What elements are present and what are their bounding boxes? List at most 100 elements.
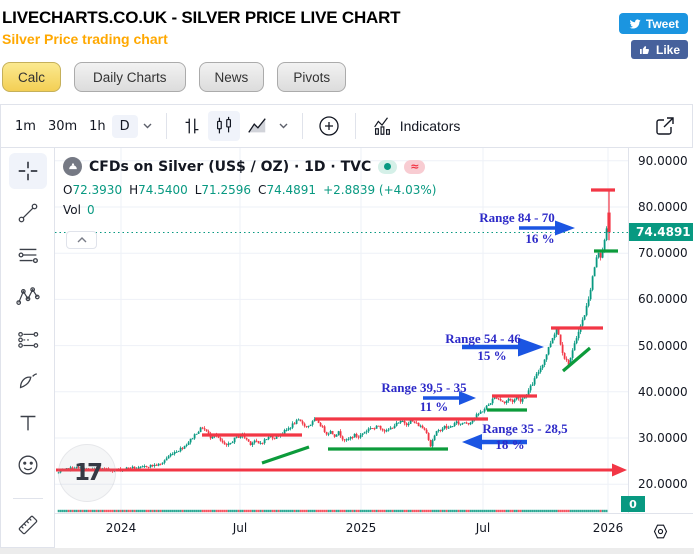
tweet-label: Tweet <box>645 16 679 31</box>
ohlc-row: O72.3930 H74.5400 L71.2596 C74.4891 +2.8… <box>63 183 436 197</box>
candlestick-chart: Range 84 - 70 16 % Range 54 - 46 15 % Range … <box>55 148 628 513</box>
axis-corner <box>628 513 693 548</box>
external-link-icon <box>653 114 677 138</box>
range-percent-label: 11 % <box>420 399 449 414</box>
volume-row: Vol 0 <box>63 203 436 217</box>
price-tick-label: 50.0000 <box>638 338 688 353</box>
candles-icon <box>213 115 235 137</box>
pivots-button[interactable]: Pivots <box>277 62 347 92</box>
tweet-button[interactable]: Tweet <box>618 13 688 34</box>
time-tick-label: Jul <box>232 521 248 535</box>
delayed-data-pill[interactable]: ≈ <box>404 159 426 174</box>
price-tick-label: 70.0000 <box>638 246 688 261</box>
pane-collapse-button[interactable] <box>66 231 97 249</box>
interval-1h[interactable]: 1h <box>89 118 106 134</box>
interval-1m[interactable]: 1m <box>15 118 36 134</box>
trend-line-icon <box>15 200 41 226</box>
like-button[interactable]: Like <box>630 40 688 59</box>
interval-menu-button[interactable] <box>138 119 157 133</box>
text-tool-button[interactable] <box>9 405 47 441</box>
range-percent-label: 18 % <box>495 437 524 452</box>
current-price-badge: 74.4891 <box>629 223 693 241</box>
open-label: O <box>63 183 73 197</box>
range-label: Range 39,5 - 35 <box>381 380 467 395</box>
chart-plot-area[interactable]: Range 84 - 70 16 % Range 54 - 46 15 % Range … <box>55 148 628 513</box>
time-tick-label: 2025 <box>345 521 377 535</box>
volume-value: 0 <box>86 203 95 217</box>
range-label: Range 35 - 28,5 <box>482 421 568 436</box>
chevron-down-icon <box>143 123 152 129</box>
range-percent-label: 15 % <box>477 348 506 363</box>
calc-button[interactable]: Calc <box>2 62 62 92</box>
trend-line-annotations <box>56 188 627 477</box>
brush-tool-button[interactable] <box>9 363 47 399</box>
price-tick-label: 40.0000 <box>638 384 688 399</box>
trend-line-tool-button[interactable] <box>9 195 47 231</box>
fib-retracement-icon <box>15 242 41 268</box>
thumbs-up-icon <box>639 44 651 56</box>
like-label: Like <box>655 42 680 57</box>
market-open-dot-icon <box>384 163 392 170</box>
share-buttons: Tweet Like <box>618 13 688 59</box>
time-axis[interactable]: 2024 Jul 2025 Jul 2026 <box>55 513 628 548</box>
instrument-icon <box>63 157 82 176</box>
volume-series <box>57 509 608 513</box>
tradingview-logo-icon: 17 <box>73 460 103 486</box>
support-line[interactable] <box>261 445 310 465</box>
candle-chart-style-button[interactable] <box>207 111 240 141</box>
price-tick-label: 20.0000 <box>638 477 688 492</box>
chevron-up-icon <box>77 237 87 243</box>
range-annotations: Range 84 - 70 16 % Range 54 - 46 15 % Range … <box>381 210 575 452</box>
close-label: C <box>258 183 267 197</box>
volume-axis-badge: 0 <box>621 496 645 512</box>
emoji-icon <box>15 452 41 478</box>
news-button[interactable]: News <box>198 62 265 92</box>
nav-tabs: Calc Daily Charts News Pivots <box>2 62 347 92</box>
change-value: +2.8839 (+4.03%) <box>323 183 437 197</box>
fullscreen-button[interactable] <box>648 110 682 142</box>
indicators-label: Indicators <box>399 118 461 134</box>
low-value: 71.2596 <box>201 183 252 197</box>
plus-circle-icon <box>317 114 341 138</box>
low-label: L <box>194 183 202 197</box>
ruler-tool-button[interactable] <box>9 507 47 543</box>
bars-icon <box>181 115 203 137</box>
grid-lines <box>55 148 628 513</box>
price-tick-label: 60.0000 <box>638 292 688 307</box>
fib-retracement-tool-button[interactable] <box>9 237 47 273</box>
xabcd-pattern-tool-button[interactable] <box>9 279 47 315</box>
chart-settings-button[interactable] <box>649 520 672 543</box>
interval-30m[interactable]: 30m <box>47 118 78 134</box>
symbol-title[interactable]: CFDs on Silver (US$ / OZ) · 1D · TVC <box>89 158 372 175</box>
price-axis[interactable]: 90.0000 80.0000 70.0000 60.0000 50.0000 40.00… <box>628 148 694 513</box>
close-value: 74.4891 <box>266 183 317 197</box>
chart-toolbar: 1m 30m 1h D Indicators <box>1 105 692 148</box>
chart-legend: CFDs on Silver (US$ / OZ) · 1D · TVC ≈ O… <box>63 157 436 217</box>
range-arrow-icon <box>423 391 476 405</box>
range-percent-label: 16 % <box>525 231 554 246</box>
toolbar-divider <box>354 113 356 139</box>
daily-charts-button[interactable]: Daily Charts <box>74 62 186 92</box>
price-tick-label: 30.0000 <box>638 431 688 445</box>
twitter-bird-icon <box>628 17 641 30</box>
emoji-tool-button[interactable] <box>9 447 47 483</box>
chart-style-menu-button[interactable] <box>274 119 293 133</box>
bar-chart-style-button[interactable] <box>176 111 208 141</box>
support-line[interactable] <box>561 346 592 373</box>
area-chart-style-button[interactable] <box>240 111 274 141</box>
compare-button[interactable] <box>312 110 346 142</box>
price-tick-label: 90.0000 <box>638 153 688 168</box>
gear-icon <box>651 522 670 541</box>
text-icon <box>15 410 41 436</box>
crosshair-icon <box>15 158 41 184</box>
indicators-icon <box>370 115 394 137</box>
indicators-button[interactable]: Indicators <box>365 111 466 141</box>
page-subtitle: Silver Price trading chart <box>2 31 168 47</box>
price-tick-label: 80.0000 <box>638 200 688 214</box>
market-status-pill[interactable] <box>378 159 398 174</box>
projection-icon <box>15 326 41 352</box>
crosshair-tool-button[interactable] <box>8 153 47 189</box>
projection-tool-button[interactable] <box>9 321 47 357</box>
interval-daily[interactable]: D <box>111 114 138 138</box>
